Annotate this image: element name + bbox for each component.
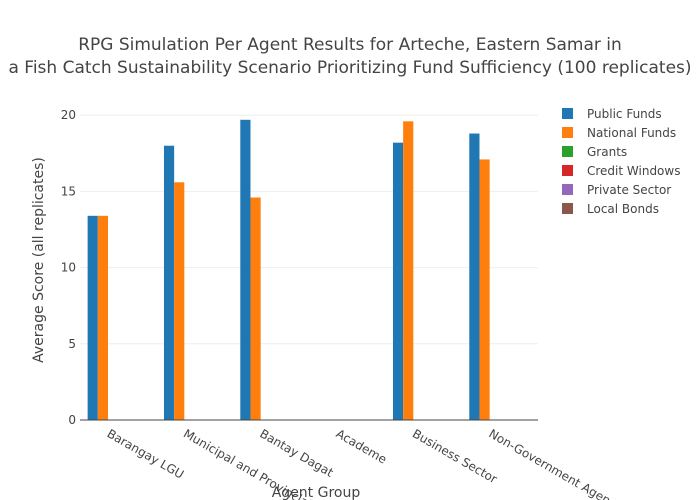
y-tick-label: 10 <box>61 261 76 275</box>
legend-swatch <box>562 165 573 176</box>
bar-national-funds[interactable] <box>250 197 261 420</box>
bar-public-funds[interactable] <box>240 119 251 421</box>
bar-public-funds[interactable] <box>87 215 98 420</box>
legend-swatch <box>562 184 573 195</box>
bar-national-funds[interactable] <box>97 215 108 420</box>
legend-item[interactable]: Private Sector <box>562 183 671 197</box>
legend-swatch <box>562 127 573 138</box>
y-tick-labels: 0 5 10 15 20 <box>61 108 76 427</box>
bar-national-funds[interactable] <box>403 121 414 420</box>
y-tick-label: 20 <box>61 108 76 122</box>
legend-label: Private Sector <box>587 183 671 197</box>
legend-item[interactable]: Public Funds <box>562 107 662 121</box>
legend-item[interactable]: National Funds <box>562 126 676 140</box>
legend-swatch <box>562 203 573 214</box>
grid-lines <box>80 114 538 345</box>
bar-public-funds[interactable] <box>163 145 175 420</box>
legend[interactable]: Public Funds National Funds Grants Credit W… <box>562 107 680 216</box>
x-axis-title: Agent Group <box>272 485 361 500</box>
bar-national-funds[interactable] <box>174 182 185 420</box>
legend-label: Public Funds <box>587 107 662 121</box>
bar-public-funds[interactable] <box>392 142 404 420</box>
legend-item[interactable]: Local Bonds <box>562 202 659 216</box>
legend-item[interactable]: Grants <box>562 145 627 159</box>
legend-label: National Funds <box>587 126 676 140</box>
legend-label: Grants <box>587 145 627 159</box>
legend-label: Local Bonds <box>587 202 659 216</box>
legend-swatch <box>562 108 573 119</box>
chart-title-line-2: a Fish Catch Sustainability Scenario Pri… <box>8 58 691 78</box>
x-tick-label: Academe <box>334 426 390 466</box>
legend-item[interactable]: Credit Windows <box>562 164 680 178</box>
y-tick-label: 15 <box>61 184 76 198</box>
y-tick-label: 0 <box>68 413 76 427</box>
bar-national-funds[interactable] <box>479 159 490 420</box>
x-tick-label: Non-Government Agencies <box>486 426 633 500</box>
x-tick-label: Business Sector <box>410 426 500 486</box>
chart-title: RPG Simulation Per Agent Results for Art… <box>8 35 691 78</box>
y-tick-label: 5 <box>68 337 76 351</box>
bars <box>87 119 490 421</box>
x-tick-label: Barangay LGU <box>105 426 187 481</box>
legend-swatch <box>562 146 573 157</box>
y-axis-title: Average Score (all replicates) <box>31 157 47 363</box>
x-tick-label: Bantay Dagat <box>257 426 336 479</box>
chart-title-line-1: RPG Simulation Per Agent Results for Art… <box>78 35 622 55</box>
legend-label: Credit Windows <box>587 164 680 178</box>
bar-public-funds[interactable] <box>469 133 480 420</box>
